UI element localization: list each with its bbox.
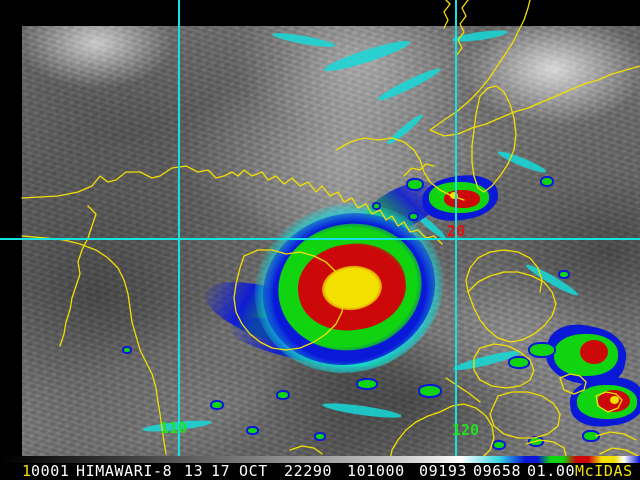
small-convective-cell bbox=[582, 430, 600, 442]
graticule-label-latitude-20: 20 bbox=[447, 222, 466, 240]
small-convective-cell bbox=[418, 384, 442, 398]
small-convective-cell bbox=[528, 342, 556, 358]
mcidas-brand-label: McIDAS bbox=[575, 462, 633, 480]
month-label: OCT bbox=[239, 462, 268, 480]
convective-cluster-east-philippines bbox=[540, 318, 632, 392]
graticule-label-longitude-120: 120 bbox=[452, 421, 480, 439]
small-convective-cell bbox=[276, 390, 290, 400]
julian-date-label: 22290 bbox=[284, 462, 333, 480]
frame-index-label: 1 bbox=[22, 462, 32, 480]
small-convective-cell bbox=[356, 378, 378, 390]
graticule-label-longitude-110: 110 bbox=[160, 419, 188, 437]
enhancement-yellow bbox=[610, 396, 619, 404]
band-number-label: 13 bbox=[184, 462, 204, 480]
river-line bbox=[443, 0, 451, 29]
resolution-label: 01.00 bbox=[527, 462, 576, 480]
image-annotation-footer: 1 0001 HIMAWARI-8 13 17 OCT 22290 101000… bbox=[0, 463, 640, 480]
day-label: 17 bbox=[211, 462, 231, 480]
small-convective-cell bbox=[540, 176, 554, 187]
station-id-label: 0001 bbox=[31, 462, 70, 480]
small-convective-cell bbox=[492, 440, 506, 450]
enhancement-red bbox=[580, 340, 608, 364]
convective-cluster-east-philippines bbox=[567, 374, 640, 430]
tropical-cyclone-core bbox=[197, 170, 464, 395]
small-convective-cell bbox=[372, 202, 381, 210]
graticule-longitude-line bbox=[178, 0, 180, 460]
small-convective-cell bbox=[408, 212, 419, 221]
small-convective-cell bbox=[210, 400, 224, 410]
small-convective-cell bbox=[508, 356, 530, 369]
small-convective-cell bbox=[406, 178, 424, 191]
satellite-name-label: HIMAWARI-8 bbox=[76, 462, 173, 480]
enhancement-color-ramp bbox=[0, 456, 640, 463]
line-coordinate-label: 09193 bbox=[419, 462, 468, 480]
element-coordinate-label: 09658 bbox=[473, 462, 522, 480]
convective-cluster-taiwan bbox=[419, 170, 501, 226]
graticule-latitude-line bbox=[0, 238, 640, 240]
satellite-image-raster bbox=[22, 26, 640, 460]
small-convective-cell bbox=[314, 432, 326, 441]
enhancement-red bbox=[444, 190, 480, 208]
time-utc-label: 101000 bbox=[347, 462, 405, 480]
small-convective-cell bbox=[528, 436, 544, 447]
small-convective-cell bbox=[558, 270, 570, 279]
small-convective-cell bbox=[122, 346, 132, 354]
graticule-longitude-line bbox=[455, 0, 457, 460]
small-convective-cell bbox=[246, 426, 259, 435]
